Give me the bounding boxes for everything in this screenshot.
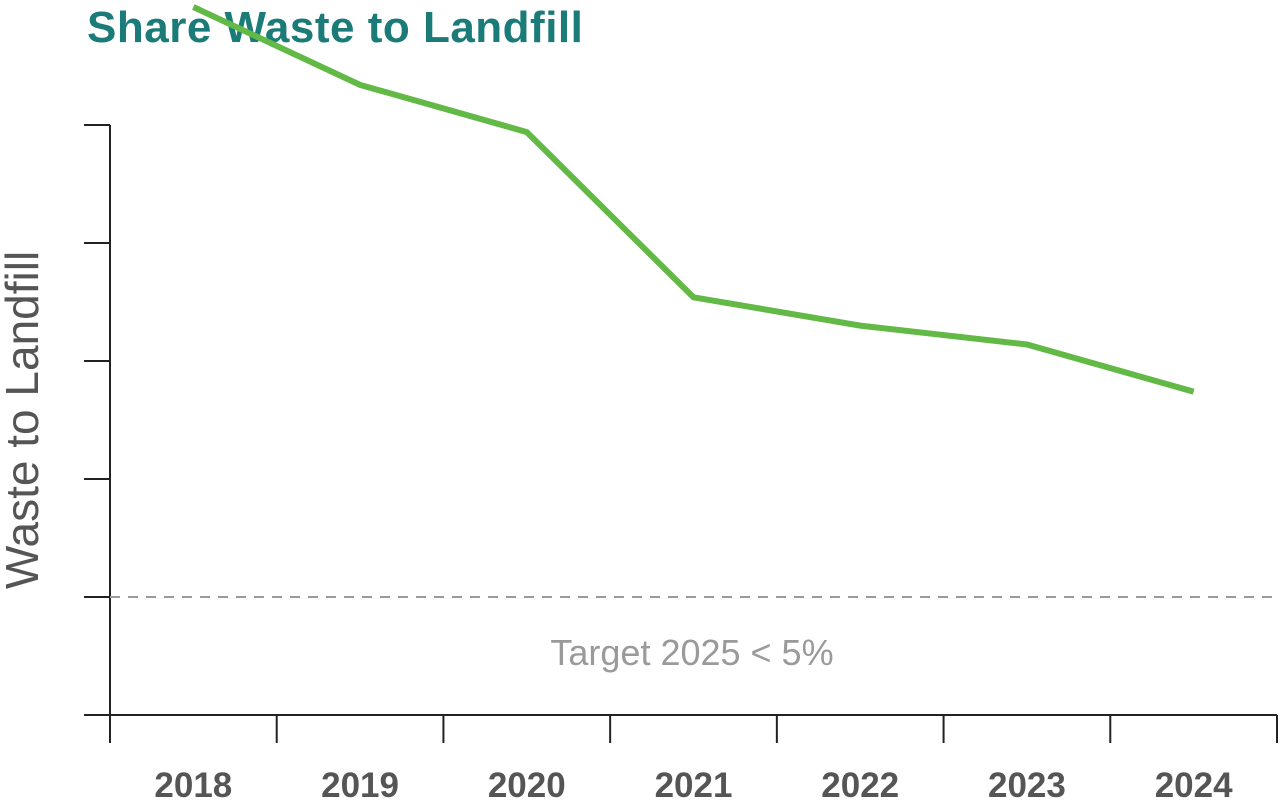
target-group: Target 2025 < 5% [110, 596, 1277, 673]
series-line [192, 4, 1195, 395]
series-group [192, 4, 1195, 395]
x-tick-label-2018: 2018 [154, 766, 232, 803]
x-tick-label-2023: 2023 [988, 766, 1066, 803]
axes [84, 124, 1278, 743]
x-tick-label-2022: 2022 [821, 766, 899, 803]
x-tick-label-2021: 2021 [655, 766, 733, 803]
x-tick-label-2019: 2019 [321, 766, 399, 803]
x-tick-label-2024: 2024 [1155, 766, 1233, 803]
x-tick-labels: 2018 2019 2020 2021 2022 2023 2024 [154, 766, 1233, 803]
target-label: Target 2025 < 5% [550, 632, 833, 673]
y-axis-label: Waste to Landfill [0, 251, 48, 589]
chart-title: Share Waste to Landfill [87, 3, 583, 52]
x-tick-label-2020: 2020 [488, 766, 566, 803]
